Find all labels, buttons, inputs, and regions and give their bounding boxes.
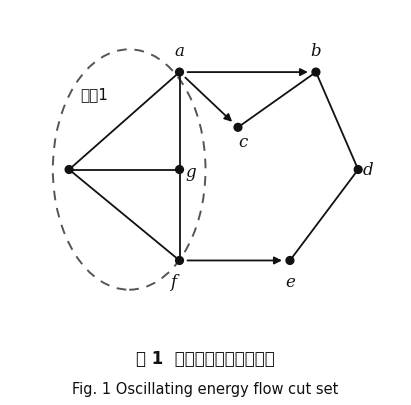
Circle shape [65,166,73,174]
Circle shape [354,166,362,174]
Text: 子网1: 子网1 [81,87,109,101]
Circle shape [234,124,242,132]
Text: d: d [363,162,373,179]
Text: g: g [186,163,196,180]
Text: a: a [175,43,185,60]
Circle shape [175,69,183,77]
Text: f: f [170,273,176,290]
Text: b: b [311,43,321,60]
Circle shape [286,257,294,265]
Text: c: c [238,134,247,151]
Text: Fig. 1 Oscillating energy flow cut set: Fig. 1 Oscillating energy flow cut set [72,382,339,396]
Circle shape [175,166,183,174]
Circle shape [175,257,183,265]
Circle shape [312,69,320,77]
Text: e: e [285,273,295,290]
Text: 图 1  振荡能量流割集示意图: 图 1 振荡能量流割集示意图 [136,350,275,367]
